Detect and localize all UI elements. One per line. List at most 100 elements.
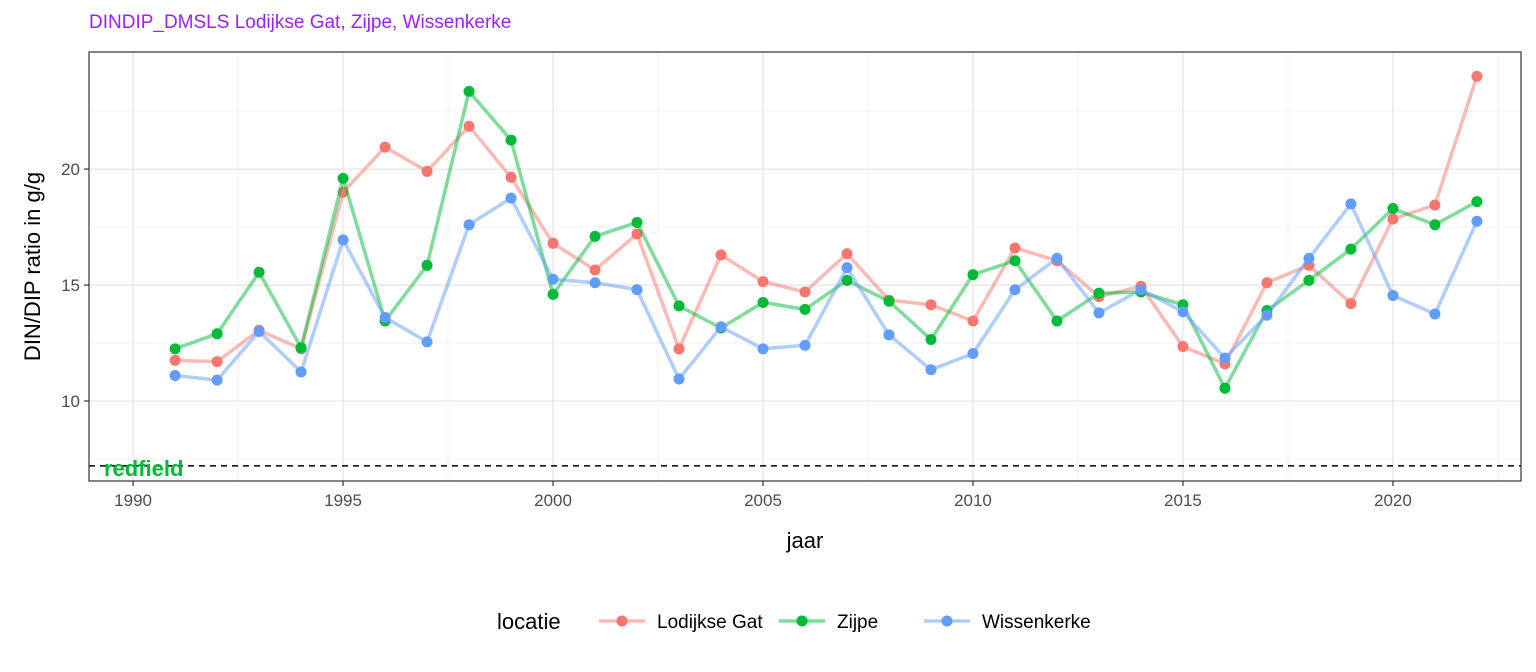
series-line (174, 196, 1479, 382)
data-point (1345, 298, 1357, 310)
data-point (211, 356, 223, 368)
data-point (841, 248, 853, 260)
data-point (715, 249, 727, 261)
y-tick-label: 15 (61, 276, 80, 295)
data-point (1345, 198, 1357, 210)
data-point (337, 234, 349, 246)
plot-panel-border (88, 51, 1522, 482)
data-point (505, 134, 517, 146)
legend-key-point (796, 615, 808, 627)
series-wissenkerke (169, 192, 1483, 386)
data-point (1471, 70, 1483, 82)
data-point (589, 277, 601, 289)
x-tick-label: 2005 (744, 491, 782, 510)
data-point (1009, 255, 1021, 267)
data-point (421, 259, 433, 271)
data-point (547, 237, 559, 249)
data-point (1303, 274, 1315, 286)
legend-label: Zijpe (837, 612, 878, 633)
data-point (799, 303, 811, 315)
data-point (253, 266, 265, 278)
data-point (1093, 287, 1105, 299)
series-lodijkse-gat (169, 70, 1483, 370)
data-point (169, 354, 181, 366)
data-point (169, 369, 181, 381)
data-point (1429, 199, 1441, 211)
data-point (1009, 242, 1021, 254)
x-axis-title: jaar (786, 528, 824, 553)
data-point (211, 374, 223, 386)
data-point (1177, 341, 1189, 353)
data-point (1009, 284, 1021, 296)
data-point (379, 312, 391, 324)
data-point (757, 343, 769, 355)
data-point (673, 373, 685, 385)
data-point (1135, 284, 1147, 296)
data-point (967, 269, 979, 281)
data-point (925, 364, 937, 376)
data-point (169, 343, 181, 355)
data-point (295, 342, 307, 354)
data-point (841, 262, 853, 274)
data-point (505, 171, 517, 183)
data-point (211, 328, 223, 340)
data-point (883, 329, 895, 341)
data-point (841, 274, 853, 286)
data-point (589, 230, 601, 242)
data-point (295, 366, 307, 378)
x-tick-label: 1990 (114, 491, 152, 510)
data-point (1093, 307, 1105, 319)
x-tick-label: 2010 (954, 491, 992, 510)
data-point (379, 141, 391, 153)
data-point (631, 216, 643, 228)
y-tick-label: 10 (61, 392, 80, 411)
data-point (967, 315, 979, 327)
data-point (589, 264, 601, 276)
data-point (1303, 252, 1315, 264)
data-point (547, 288, 559, 300)
data-point (1219, 352, 1231, 364)
legend: locatie Lodijkse Gat Zijpe Wissenkerke (497, 609, 1091, 634)
legend-key-point (941, 615, 953, 627)
data-point (799, 339, 811, 351)
legend-key-point (616, 615, 628, 627)
chart-title: DINDIP_DMSLS Lodijkse Gat, Zijpe, Wissen… (89, 12, 512, 33)
data-point (631, 284, 643, 296)
x-tick-label: 2020 (1374, 491, 1412, 510)
y-axis-title: DIN/DIP ratio in g/g (20, 172, 45, 361)
data-point (1219, 382, 1231, 394)
data-point (757, 296, 769, 308)
legend-label: Lodijkse Gat (657, 612, 763, 633)
data-point (253, 325, 265, 337)
data-point (1177, 306, 1189, 318)
series-line (175, 75, 1479, 366)
legend-title: locatie (497, 609, 561, 634)
data-point (463, 85, 475, 97)
data-point (505, 192, 517, 204)
data-point (1345, 243, 1357, 255)
data-point (1387, 289, 1399, 301)
data-point (1051, 252, 1063, 264)
data-point (925, 334, 937, 346)
data-point (1261, 309, 1273, 321)
legend-label: Wissenkerke (982, 612, 1091, 633)
axis-layer: 1990 1995 2000 2005 2010 2015 2020 10 15 20 (61, 160, 1412, 510)
data-point (1429, 308, 1441, 320)
data-point (337, 172, 349, 184)
redfield-label: redfield (104, 456, 183, 481)
data-point (1387, 203, 1399, 215)
data-point (673, 343, 685, 355)
data-point (1429, 219, 1441, 231)
data-point (715, 321, 727, 333)
data-point (1261, 277, 1273, 289)
data-point (463, 219, 475, 231)
data-point (1051, 315, 1063, 327)
data-point (799, 286, 811, 298)
series-layer (169, 70, 1483, 394)
series-line (174, 89, 1478, 390)
data-point (463, 120, 475, 132)
x-tick-label: 1995 (324, 491, 362, 510)
data-point (1471, 215, 1483, 227)
data-point (883, 295, 895, 307)
data-point (673, 300, 685, 312)
